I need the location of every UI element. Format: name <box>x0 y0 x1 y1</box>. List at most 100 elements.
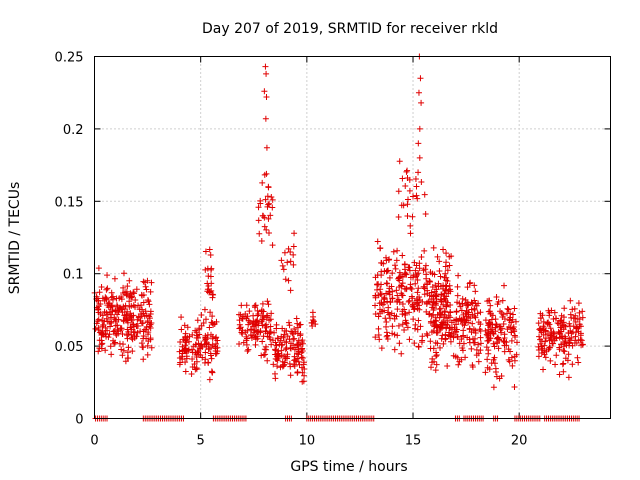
data-point <box>178 314 185 321</box>
data-point <box>560 347 567 354</box>
data-point <box>443 303 450 310</box>
data-point <box>575 300 582 307</box>
data-point <box>116 306 123 313</box>
data-point <box>432 367 439 374</box>
data-point <box>94 318 101 325</box>
data-point <box>211 343 218 350</box>
data-point <box>551 330 558 337</box>
data-point <box>445 287 452 294</box>
data-point <box>428 313 435 320</box>
data-point <box>207 350 214 357</box>
data-point <box>437 321 444 328</box>
data-point <box>565 351 572 358</box>
data-point <box>537 327 544 334</box>
data-point <box>416 265 423 272</box>
data-point <box>569 306 576 313</box>
data-point <box>96 289 103 296</box>
data-point <box>542 335 549 342</box>
data-point <box>275 352 282 359</box>
data-point <box>103 286 110 293</box>
data-point <box>493 294 500 301</box>
data-point <box>387 315 394 322</box>
data-point <box>572 333 579 340</box>
data-point <box>566 342 573 349</box>
data-point <box>295 351 302 358</box>
data-point <box>508 329 515 336</box>
data-point <box>117 327 124 334</box>
data-point <box>410 316 417 323</box>
data-point <box>508 354 515 361</box>
data-point <box>236 325 243 332</box>
data-point <box>492 365 499 372</box>
data-point <box>376 300 383 307</box>
data-point <box>107 314 114 321</box>
data-point <box>291 346 298 353</box>
data-point <box>417 75 424 82</box>
data-point <box>410 303 417 310</box>
data-point <box>266 200 273 207</box>
data-point <box>147 325 154 332</box>
data-point <box>391 331 398 338</box>
data-point <box>134 329 141 336</box>
data-point <box>294 350 301 357</box>
data-point <box>471 282 478 289</box>
data-point <box>110 328 117 335</box>
data-point <box>148 279 155 286</box>
data-point <box>508 337 515 344</box>
data-point <box>460 311 467 318</box>
data-point <box>111 275 118 282</box>
data-point <box>286 322 293 329</box>
data-point <box>460 327 467 334</box>
data-point <box>253 322 260 329</box>
data-point <box>140 335 147 342</box>
data-point <box>418 179 425 186</box>
data-point <box>495 298 502 305</box>
data-point <box>239 330 246 337</box>
data-point <box>95 309 102 316</box>
data-point <box>185 346 192 353</box>
data-point <box>440 293 447 300</box>
data-point <box>107 323 114 330</box>
data-point <box>124 283 131 290</box>
data-point <box>386 274 393 281</box>
data-point <box>399 280 406 287</box>
data-point <box>236 341 243 348</box>
data-point <box>191 361 198 368</box>
data-point <box>284 259 291 266</box>
data-point <box>491 343 498 350</box>
data-point <box>119 352 126 359</box>
data-point <box>540 366 547 373</box>
data-point <box>258 307 265 314</box>
data-point <box>184 324 191 331</box>
data-point <box>575 359 582 366</box>
data-point <box>419 333 426 340</box>
data-point <box>263 70 270 77</box>
data-point <box>265 229 272 236</box>
data-point <box>395 322 402 329</box>
data-point <box>129 348 136 355</box>
data-point <box>140 299 147 306</box>
data-point <box>287 258 294 265</box>
data-point <box>262 63 269 70</box>
data-point <box>430 299 437 306</box>
data-point <box>421 247 428 254</box>
data-point <box>406 267 413 274</box>
data-point <box>202 349 209 356</box>
data-point <box>394 332 401 339</box>
data-point <box>108 351 115 358</box>
data-point <box>279 358 286 365</box>
data-point <box>381 268 388 275</box>
data-point <box>200 319 207 326</box>
data-point <box>122 289 129 296</box>
data-point <box>494 338 501 345</box>
data-point <box>140 332 147 339</box>
data-point <box>112 307 119 314</box>
data-point <box>579 308 586 315</box>
data-point <box>273 325 280 332</box>
data-point <box>544 319 551 326</box>
data-point <box>414 326 421 333</box>
data-point <box>259 179 266 186</box>
chart-title: Day 207 of 2019, SRMTID for receiver rkl… <box>202 21 498 37</box>
data-point <box>196 325 203 332</box>
data-point <box>437 305 444 312</box>
